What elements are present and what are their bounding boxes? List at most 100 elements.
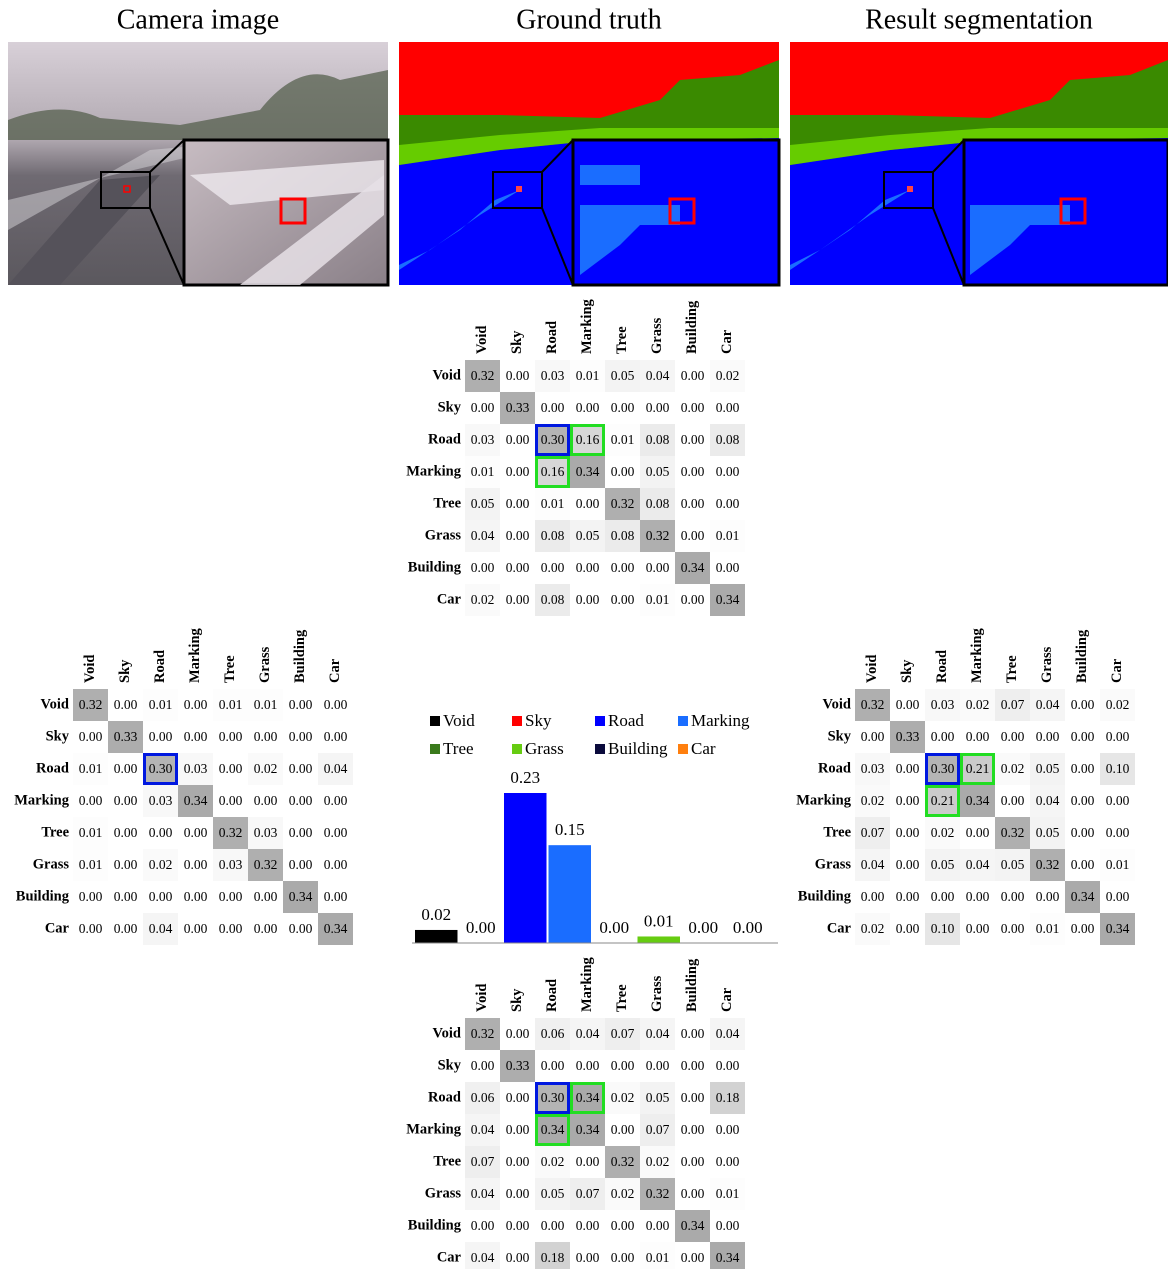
cell-value: 0.01 [576, 368, 600, 383]
header: Result segmentation [865, 4, 1093, 35]
cell-value: 0.32 [861, 697, 885, 712]
cell-value: 0.01 [149, 697, 173, 712]
cell-value: 0.00 [324, 825, 348, 840]
cell-value: 0.00 [1036, 729, 1060, 744]
cell-value: 0.01 [716, 528, 740, 543]
legend-swatch [430, 744, 440, 754]
cell-value: 0.00 [1106, 889, 1130, 904]
cell-value: 0.05 [541, 1186, 565, 1201]
cell-value: 0.04 [471, 1250, 495, 1265]
cell-value: 0.07 [611, 1026, 635, 1041]
cell-value: 0.05 [1001, 857, 1025, 872]
cell-value: 0.07 [861, 825, 885, 840]
cell-value: 0.00 [966, 921, 990, 936]
column-label: Sky [117, 659, 133, 683]
column-label: Road [934, 650, 950, 683]
cell-value: 0.32 [611, 1154, 635, 1169]
cell-value: 0.00 [1071, 825, 1095, 840]
cell-value: 0.03 [254, 825, 278, 840]
cell-value: 0.02 [149, 857, 173, 872]
cell-value: 0.00 [681, 1090, 705, 1105]
header: Camera image [117, 4, 279, 35]
column-label: Void [864, 655, 880, 683]
cell-value: 0.00 [79, 921, 103, 936]
value-label: 0.00 [466, 918, 496, 937]
cell-value: 0.00 [681, 496, 705, 511]
cell-value: 0.02 [611, 1186, 635, 1201]
cell-value: 0.34 [184, 793, 208, 808]
legend-label: Grass [525, 739, 564, 758]
cell-value: 0.00 [506, 1218, 530, 1233]
cell-value: 0.00 [289, 793, 313, 808]
row-label: Car [45, 920, 70, 936]
cell-value: 0.02 [861, 793, 885, 808]
cell-value: 0.04 [324, 761, 348, 776]
cell-value: 0.02 [931, 825, 955, 840]
cell-value: 0.00 [611, 1058, 635, 1073]
cell-value: 0.34 [716, 592, 740, 607]
column-label: Car [719, 987, 735, 1012]
cell-value: 0.00 [324, 729, 348, 744]
row-label: Road [428, 1089, 461, 1105]
column-label: Building [684, 300, 700, 354]
cell-value: 0.00 [541, 560, 565, 575]
row-label: Car [827, 920, 852, 936]
cell-value: 0.04 [646, 368, 670, 383]
cell-value: 0.00 [611, 400, 635, 415]
cell-value: 0.34 [1106, 921, 1130, 936]
cell-value: 0.30 [541, 1090, 565, 1105]
cell-value: 0.00 [611, 1122, 635, 1137]
cell-value: 0.00 [114, 761, 138, 776]
row-label: Building [408, 1217, 462, 1233]
cell-value: 0.34 [576, 1090, 600, 1105]
cell-value: 0.00 [646, 560, 670, 575]
cell-value: 0.00 [576, 592, 600, 607]
cell-value: 0.04 [716, 1026, 740, 1041]
cell-value: 0.04 [471, 528, 495, 543]
row-label: Sky [828, 728, 852, 744]
cell-value: 0.00 [966, 825, 990, 840]
figure: Camera image Ground truth Result segment… [0, 0, 1168, 1269]
cell-value: 0.00 [716, 1218, 740, 1233]
cell-value: 0.01 [716, 1186, 740, 1201]
cell-value: 0.00 [254, 793, 278, 808]
cell-value: 0.04 [646, 1026, 670, 1041]
cell-value: 0.04 [471, 1122, 495, 1137]
cell-value: 0.00 [506, 1186, 530, 1201]
column-label: Tree [1004, 655, 1020, 683]
cell-value: 0.32 [646, 528, 670, 543]
cell-value: 0.00 [681, 1058, 705, 1073]
cell-value: 0.04 [471, 1186, 495, 1201]
cell-value: 0.00 [576, 1218, 600, 1233]
column-label: Car [719, 329, 735, 354]
cell-value: 0.00 [896, 857, 920, 872]
value-label: 0.00 [688, 918, 718, 937]
cell-value: 0.30 [931, 761, 955, 776]
cell-value: 0.05 [931, 857, 955, 872]
column-label: Marking [579, 956, 595, 1012]
cell-value: 0.00 [1071, 793, 1095, 808]
cell-value: 0.00 [184, 697, 208, 712]
cell-value: 0.03 [149, 793, 173, 808]
cell-value: 0.34 [966, 793, 990, 808]
bar [415, 930, 458, 943]
cell-value: 0.00 [611, 464, 635, 479]
cell-value: 0.00 [681, 1122, 705, 1137]
value-label: 0.00 [599, 918, 629, 937]
cell-value: 0.08 [646, 432, 670, 447]
cell-value: 0.34 [681, 560, 705, 575]
cell-value: 0.01 [219, 697, 243, 712]
row-label: Void [433, 367, 461, 383]
cell-value: 0.01 [471, 464, 495, 479]
cell-value: 0.00 [681, 592, 705, 607]
cell-value: 0.33 [506, 1058, 530, 1073]
cell-value: 0.00 [114, 697, 138, 712]
row-label: Road [428, 431, 461, 447]
row-label: Marking [406, 463, 462, 479]
header: Ground truth [516, 4, 661, 35]
cell-value: 0.00 [289, 761, 313, 776]
cell-value: 0.03 [219, 857, 243, 872]
cell-value: 0.00 [681, 400, 705, 415]
cell-value: 0.34 [324, 921, 348, 936]
cell-value: 0.00 [506, 496, 530, 511]
